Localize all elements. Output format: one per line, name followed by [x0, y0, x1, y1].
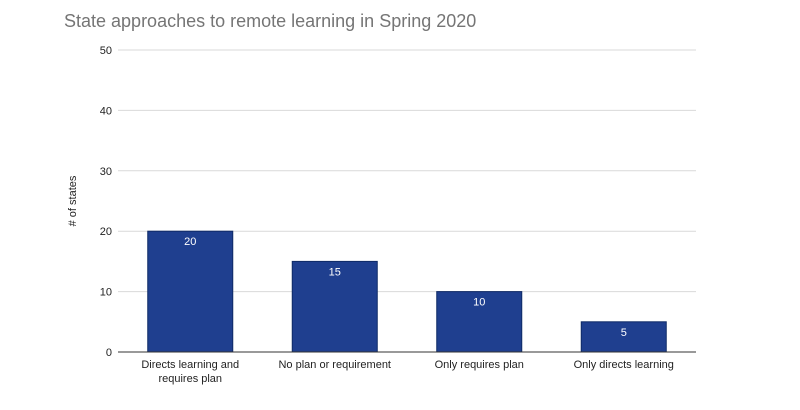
x-tick-label: Directs learning and [141, 359, 239, 371]
y-tick-label: 40 [100, 105, 112, 117]
data-label: 15 [329, 266, 341, 278]
bar [147, 230, 234, 353]
y-tick-label: 50 [100, 45, 112, 57]
bar [291, 260, 378, 353]
x-tick-label: requires plan [158, 373, 222, 385]
x-tick-label: No plan or requirement [278, 359, 391, 371]
y-tick-label: 0 [106, 347, 112, 359]
x-tick-label: Only directs learning [574, 359, 674, 371]
labels: 0 10 20 30 40 50 # of states 20 Directs learning… [67, 45, 674, 385]
y-tick-label: 10 [100, 287, 112, 299]
gridlines [118, 49, 696, 293]
data-label: 5 [621, 327, 627, 339]
x-tick-label: Only requires plan [435, 359, 524, 371]
y-axis-title: # of states [67, 175, 79, 226]
data-label: 20 [184, 236, 196, 248]
y-tick-label: 30 [100, 166, 112, 178]
bar [580, 321, 667, 353]
bars [147, 230, 667, 353]
chart-title: State approaches to remote learning in S… [64, 11, 477, 31]
data-label: 10 [473, 297, 485, 309]
y-tick-label: 20 [100, 226, 112, 238]
bar [436, 291, 523, 353]
